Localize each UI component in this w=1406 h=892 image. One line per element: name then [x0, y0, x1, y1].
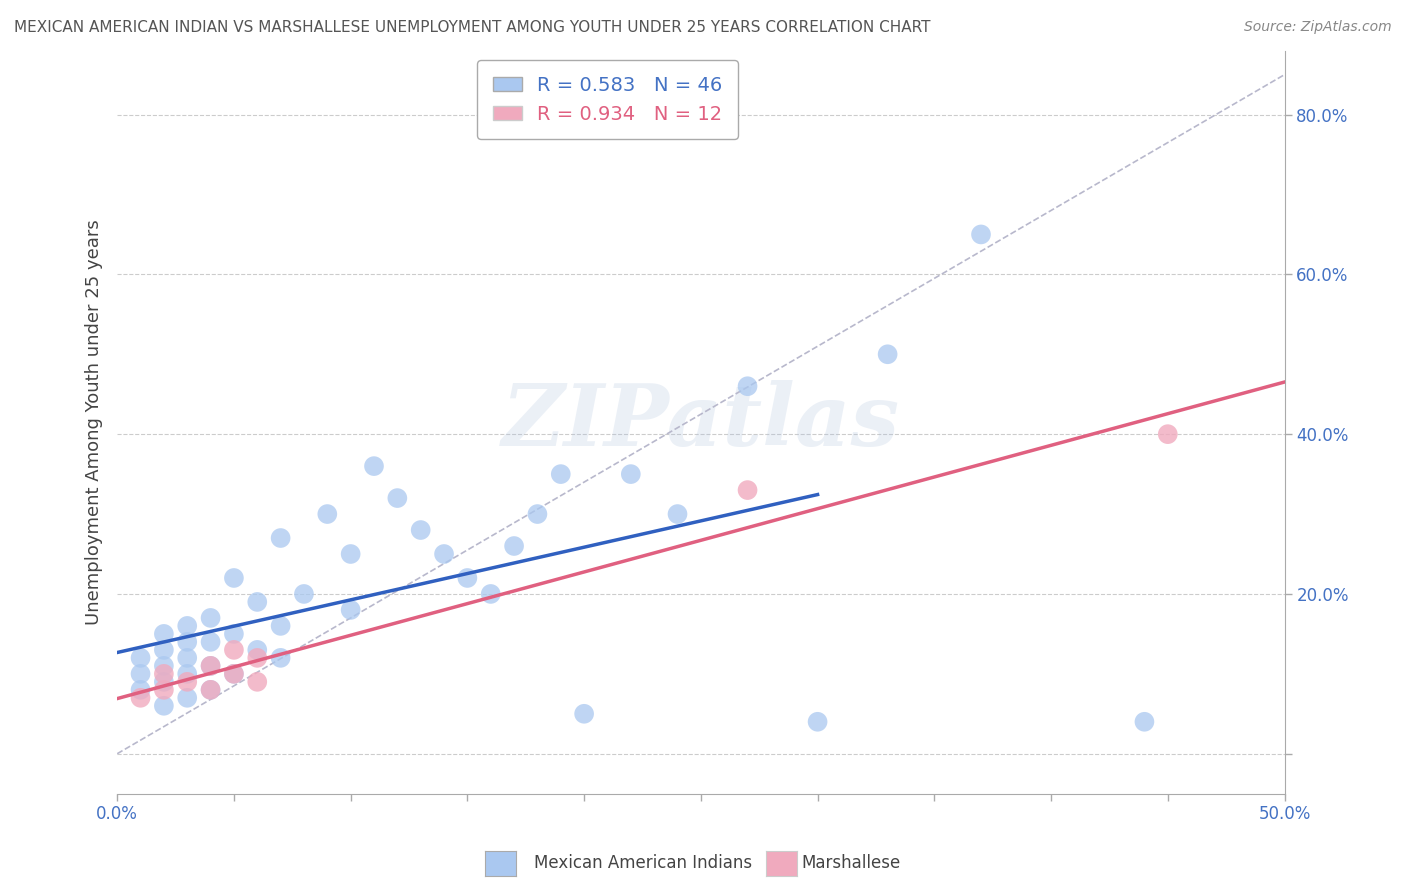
Point [876, 347, 898, 361]
Point [503, 539, 526, 553]
Point [200, 682, 222, 697]
Point [550, 467, 572, 482]
Point [572, 706, 595, 721]
Point [200, 658, 222, 673]
Point [176, 690, 198, 705]
Point [270, 619, 292, 633]
Point [479, 587, 502, 601]
Point [222, 666, 245, 681]
Point [153, 666, 176, 681]
Point [456, 571, 478, 585]
Text: MEXICAN AMERICAN INDIAN VS MARSHALLESE UNEMPLOYMENT AMONG YOUTH UNDER 25 YEARS C: MEXICAN AMERICAN INDIAN VS MARSHALLESE U… [14, 20, 931, 35]
Point [666, 507, 689, 521]
Text: Marshallese: Marshallese [801, 855, 901, 872]
Point [270, 531, 292, 545]
Point [176, 666, 198, 681]
Point [433, 547, 456, 561]
Point [176, 674, 198, 689]
Point [200, 611, 222, 625]
Point [970, 227, 993, 242]
Point [737, 379, 759, 393]
Point [200, 658, 222, 673]
Point [222, 666, 245, 681]
Point [153, 643, 176, 657]
Point [1157, 427, 1180, 442]
Point [246, 595, 269, 609]
Point [153, 674, 176, 689]
Point [620, 467, 643, 482]
Point [153, 658, 176, 673]
Point [246, 674, 269, 689]
Point [153, 627, 176, 641]
Point [387, 491, 409, 505]
Point [409, 523, 432, 537]
Point [246, 643, 269, 657]
Point [222, 571, 245, 585]
Text: Source: ZipAtlas.com: Source: ZipAtlas.com [1244, 20, 1392, 34]
Point [153, 698, 176, 713]
Point [200, 635, 222, 649]
Point [339, 603, 361, 617]
Point [1133, 714, 1156, 729]
Point [316, 507, 339, 521]
Point [526, 507, 548, 521]
Point [292, 587, 315, 601]
Point [222, 627, 245, 641]
Point [129, 682, 152, 697]
Point [806, 714, 828, 729]
Text: ZIPatlas: ZIPatlas [502, 380, 900, 464]
Y-axis label: Unemployment Among Youth under 25 years: Unemployment Among Youth under 25 years [86, 219, 103, 625]
Text: Mexican American Indians: Mexican American Indians [534, 855, 752, 872]
Point [129, 651, 152, 665]
Point [270, 651, 292, 665]
Point [176, 619, 198, 633]
Point [153, 682, 176, 697]
Point [176, 635, 198, 649]
Point [129, 666, 152, 681]
Point [176, 651, 198, 665]
Point [222, 643, 245, 657]
Point [200, 682, 222, 697]
Legend: R = 0.583   N = 46, R = 0.934   N = 12: R = 0.583 N = 46, R = 0.934 N = 12 [477, 61, 738, 139]
Point [129, 690, 152, 705]
Point [339, 547, 361, 561]
Point [737, 483, 759, 497]
Point [246, 651, 269, 665]
Point [363, 459, 385, 474]
